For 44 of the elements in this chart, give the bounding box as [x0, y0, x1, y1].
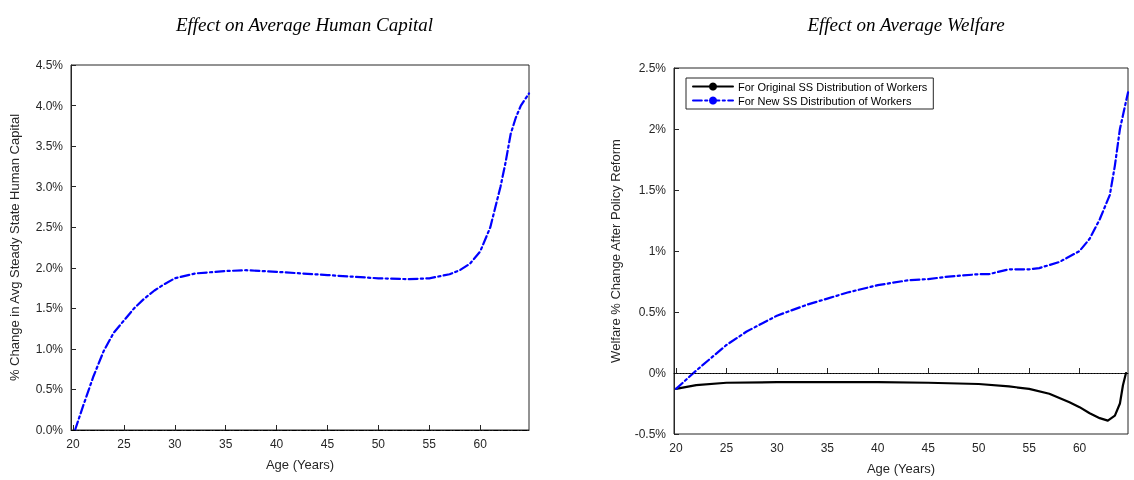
x-tick-label: 50	[972, 441, 986, 455]
x-tick-label: 40	[269, 437, 284, 451]
chart-title: Effect on Average Human Capital	[174, 14, 434, 35]
x-tick-label: 55	[422, 437, 437, 451]
y-tick-label: 1%	[648, 244, 667, 258]
x-tick-label: 50	[371, 437, 386, 451]
x-tick-label: 45	[921, 441, 936, 455]
x-tick-label: 55	[1022, 441, 1037, 455]
y-tick-label: 1.5%	[35, 301, 64, 316]
x-tick-label: 35	[820, 441, 835, 455]
y-tick-label: 0.5%	[638, 305, 667, 319]
y-tick-label: 1.5%	[638, 183, 667, 197]
y-tick-label: 0%	[648, 366, 667, 380]
x-tick-label: 45	[320, 437, 335, 451]
y-tick-label: 4.5%	[35, 58, 64, 72]
y-tick-label: 0.0%	[35, 423, 64, 437]
x-tick-label: 35	[219, 437, 233, 451]
y-axis-title: Welfare % Change After Policy Reform	[608, 139, 623, 363]
x-tick-label: 20	[66, 437, 81, 451]
x-axis-title: Age (Years)	[866, 461, 936, 476]
x-axis-title: Age (Years)	[265, 457, 335, 472]
line-series	[674, 91, 1130, 390]
y-tick-label: -0.5%	[634, 427, 667, 441]
legend-label: For New SS Distribution of Workers	[738, 94, 912, 107]
y-tick-label: 0.5%	[35, 382, 64, 397]
x-tick-label: 25	[117, 437, 131, 451]
y-tick-label: 3.5%	[35, 139, 64, 154]
x-tick-label: 60	[1072, 441, 1087, 455]
x-tick-label: 20	[669, 441, 684, 455]
x-tick-label: 60	[473, 437, 488, 451]
x-tick-label: 40	[871, 441, 885, 455]
x-tick-label: 30	[770, 441, 784, 455]
y-axis-title: % Change in Avg Steady State Human Capital	[7, 113, 22, 382]
y-tick-label: 4.0%	[35, 98, 64, 113]
y-tick-label: 2.5%	[35, 220, 64, 235]
x-tick-label: 25	[719, 441, 734, 455]
y-tick-label: 2.5%	[638, 61, 667, 75]
y-tick-label: 2%	[648, 122, 667, 136]
x-tick-label: 30	[168, 437, 182, 451]
y-tick-label: 1.0%	[35, 341, 64, 356]
chart-title: Effect on Average Welfare	[806, 14, 1005, 35]
legend-label: For Original SS Distribution of Workers	[738, 80, 928, 93]
y-tick-label: 2.0%	[35, 260, 64, 275]
y-tick-label: 3.0%	[35, 179, 64, 194]
